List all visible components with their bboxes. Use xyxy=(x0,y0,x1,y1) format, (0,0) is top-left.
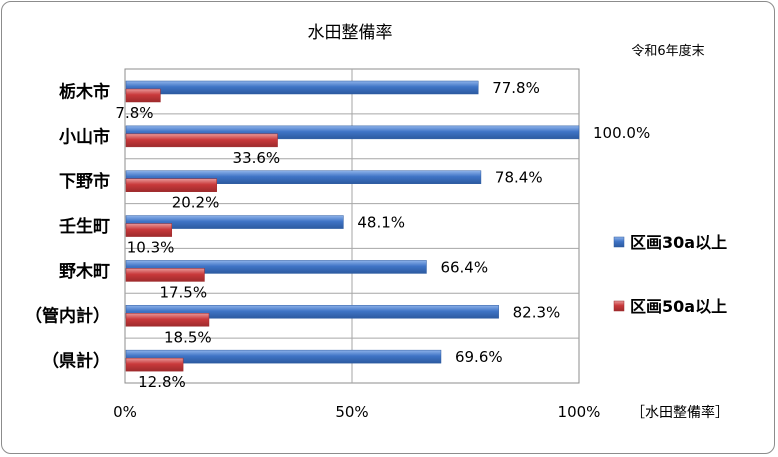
legend: 区画30a以上 区画50a以上 xyxy=(613,233,727,316)
value-label-50a-6: 12.8% xyxy=(138,373,186,391)
chart-subtitle: 令和6年度末 xyxy=(631,43,704,59)
bar-50a-0 xyxy=(125,88,161,103)
bar-30a-0 xyxy=(125,80,479,95)
bar-30a-6 xyxy=(125,349,442,364)
x-tick-label-1: 50% xyxy=(335,403,368,421)
x-tick-label-0: 0% xyxy=(113,403,137,421)
value-label-30a-5: 82.3% xyxy=(513,303,561,321)
value-label-30a-3: 48.1% xyxy=(357,214,405,232)
bar-30a-5 xyxy=(125,305,499,319)
value-label-30a-4: 66.4% xyxy=(440,258,488,276)
bar-50a-3 xyxy=(125,223,173,237)
legend-label-30a: 区画30a以上 xyxy=(630,233,727,252)
category-label-4: 野木町 xyxy=(59,261,110,282)
bar-30a-3 xyxy=(125,215,344,229)
category-label-0: 栃木市 xyxy=(59,81,110,102)
bar-50a-4 xyxy=(125,268,205,282)
value-label-50a-5: 18.5% xyxy=(164,328,212,346)
chart-title: 水田整備率 xyxy=(308,23,393,43)
legend-swatch-blue xyxy=(613,236,625,248)
bar-50a-5 xyxy=(125,313,210,327)
legend-swatch-red xyxy=(613,300,625,312)
value-label-50a-1: 33.6% xyxy=(233,149,281,167)
category-label-1: 小山市 xyxy=(59,126,110,147)
x-tick-label-2: 100% xyxy=(558,403,601,421)
value-label-50a-2: 20.2% xyxy=(172,194,220,212)
value-label-50a-0: 7.8% xyxy=(115,104,153,122)
category-label-2: 下野市 xyxy=(59,171,110,192)
legend-label-50a: 区画50a以上 xyxy=(630,297,727,316)
category-label-5: （管内計） xyxy=(25,306,110,327)
value-label-30a-1: 100.0% xyxy=(593,124,650,142)
bar-50a-1 xyxy=(125,133,278,148)
bar-50a-2 xyxy=(125,178,217,192)
bars xyxy=(125,80,580,372)
value-label-30a-2: 78.4% xyxy=(495,169,543,187)
category-label-3: 壬生町 xyxy=(59,216,110,237)
value-label-50a-3: 10.3% xyxy=(127,239,175,257)
value-label-30a-6: 69.6% xyxy=(455,348,503,366)
value-labels: 77.8% 7.8% 100.0% 33.6% 78.4% 20.2% 48.1% 10.3%… xyxy=(115,79,650,391)
grid-lines xyxy=(125,69,579,383)
value-label-30a-0: 77.8% xyxy=(492,79,540,97)
category-label-6: （県計） xyxy=(42,351,110,372)
x-axis-label: ［水田整備率］ xyxy=(631,404,729,421)
bar-50a-6 xyxy=(125,357,184,372)
value-label-50a-4: 17.5% xyxy=(159,283,207,301)
x-axis-ticks: 0% 50% 100% xyxy=(113,403,600,421)
